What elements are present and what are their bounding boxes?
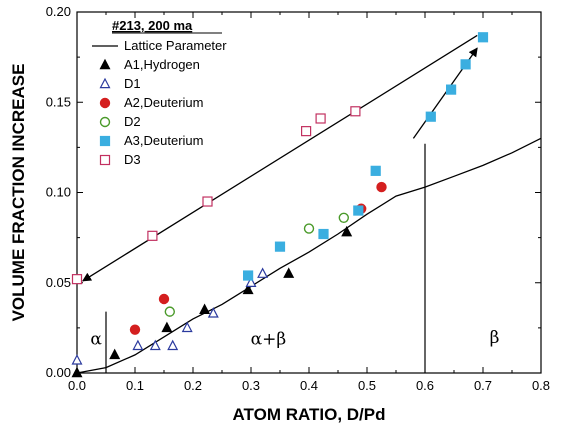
data-point [303, 223, 315, 234]
data-point [71, 366, 83, 378]
legend-entry: A2,Deuterium [124, 95, 203, 110]
data-point [242, 283, 254, 295]
data-point [132, 339, 144, 351]
x-tick-label: 0.1 [126, 378, 144, 393]
legend-marker [99, 58, 111, 70]
data-point [207, 307, 219, 318]
series-0 [71, 225, 353, 378]
legend-marker [99, 97, 111, 109]
data-point [147, 230, 158, 241]
y-tick-label: 0.20 [46, 4, 71, 19]
data-point [181, 321, 193, 333]
series-4 [243, 32, 489, 281]
lattice-parameter-line [76, 137, 542, 374]
data-point [129, 324, 141, 335]
data-point [149, 339, 161, 351]
x-tick-label: 0.4 [300, 378, 318, 393]
legend-entry: D3 [124, 152, 141, 167]
data-point [376, 181, 387, 193]
data-point [301, 126, 312, 137]
data-point [370, 165, 381, 176]
data-point [199, 303, 211, 315]
data-point [425, 111, 436, 122]
data-point [274, 241, 286, 252]
phase-boundaries [105, 143, 426, 373]
data-point [446, 84, 457, 95]
region-label: α+β [251, 330, 287, 350]
x-tick-label: 0.7 [474, 378, 492, 393]
data-point [109, 348, 121, 360]
y-tick-label: 0.00 [46, 365, 71, 380]
legend-entry: D1 [124, 76, 141, 91]
region-labels: α α+β β [90, 328, 499, 350]
x-tick-label: 0.2 [184, 378, 202, 393]
region-label: β [490, 328, 500, 348]
data-point [243, 270, 254, 281]
data-point [350, 106, 361, 117]
data-point [477, 32, 489, 43]
data-point [158, 293, 170, 305]
y-tick-label: 0.15 [46, 94, 71, 109]
data-point [315, 113, 326, 124]
data-point [318, 228, 329, 240]
y-tick-label: 0.05 [46, 275, 71, 290]
data-point [460, 59, 471, 70]
x-tick-label: 0.0 [68, 378, 86, 393]
x-tick-label: 0.5 [358, 378, 376, 393]
region-label: α [90, 330, 102, 350]
legend-marker [99, 77, 111, 89]
series-3 [164, 212, 349, 317]
data-point [202, 196, 213, 207]
y-tick-label: 0.10 [46, 185, 71, 200]
series-1 [71, 267, 269, 365]
data-point [161, 321, 173, 333]
x-axis-title: ATOM RATIO, D/Pd [233, 405, 386, 424]
data-point [283, 267, 295, 278]
data-point [341, 225, 353, 237]
data-point [257, 267, 269, 278]
legend-title: #213, 200 ma [112, 18, 193, 33]
data-point [353, 205, 364, 216]
data-points [71, 32, 489, 378]
legend-marker [99, 135, 111, 147]
legend-marker [99, 154, 111, 166]
legend-entry: Lattice Parameter [124, 38, 227, 53]
legend: #213, 200 ma Lattice Parameter A1,Hydrogen… [92, 18, 227, 167]
data-point [164, 306, 176, 317]
data-point [338, 212, 349, 223]
x-tick-label: 0.8 [532, 378, 550, 393]
data-point [167, 339, 179, 351]
axes: 0.0 0.1 0.2 0.3 0.4 0.5 0.6 0.7 0.8 0.00 0.05 0.10 0… [46, 4, 550, 393]
series-5 [71, 106, 361, 285]
x-tick-label: 0.6 [416, 378, 434, 393]
data-point [71, 274, 83, 285]
legend-entry: A3,Deuterium [124, 133, 203, 148]
lattice-parameter-layer [76, 137, 542, 374]
y-axis-title: VOLUME FRACTION INCREASE [9, 64, 28, 322]
x-tick-label: 0.3 [242, 378, 260, 393]
data-point [71, 354, 83, 365]
data-point [245, 276, 257, 287]
legend-entry: D2 [124, 114, 141, 129]
legend-entry: A1,Hydrogen [124, 57, 200, 72]
legend-marker [99, 116, 111, 128]
